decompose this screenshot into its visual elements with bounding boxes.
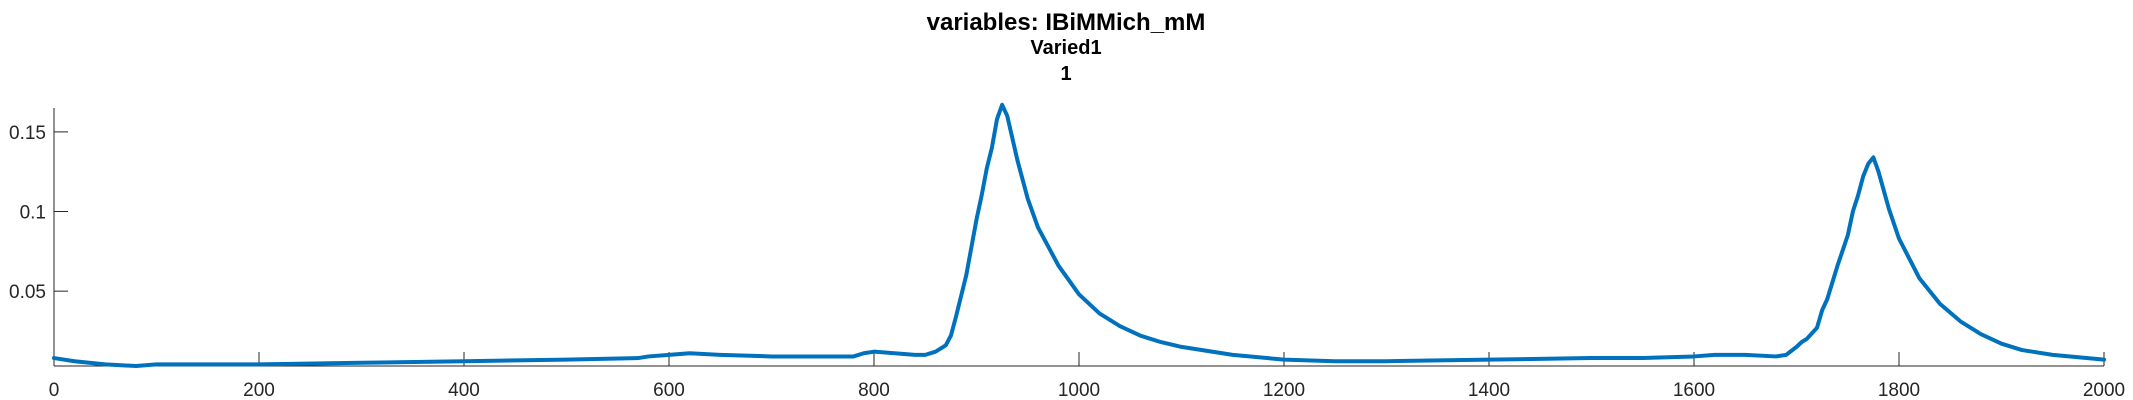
- y-tick-label: 0.1: [20, 203, 46, 224]
- x-tick-label: 800: [858, 380, 890, 400]
- x-ticks: 0 200 400 600 800 1000 1200 1400 1600 1800 2000: [49, 352, 2125, 400]
- x-tick-label: 1800: [1878, 380, 1920, 400]
- x-tick-label: 1400: [1468, 380, 1510, 400]
- x-tick-label: 1600: [1673, 380, 1715, 400]
- chart-title-line-1: variables: IBiMMich_mM: [927, 9, 1206, 36]
- x-tick-label: 600: [653, 380, 685, 400]
- x-tick-label: 2000: [2083, 380, 2125, 400]
- x-tick-label: 200: [243, 380, 275, 400]
- x-tick-label: 400: [448, 380, 480, 400]
- series-line: [52, 102, 2106, 368]
- y-ticks: 0.05 0.1 0.15: [9, 123, 68, 303]
- chart-title-line-2: Varied1: [1030, 37, 1101, 59]
- x-tick-label: 0: [49, 380, 60, 400]
- x-tick-label: 1200: [1263, 380, 1305, 400]
- y-tick-label: 0.05: [9, 282, 46, 303]
- x-tick-label: 1000: [1058, 380, 1100, 400]
- y-tick-label: 0.15: [9, 123, 46, 144]
- chart-title-line-3: 1: [1060, 63, 1071, 85]
